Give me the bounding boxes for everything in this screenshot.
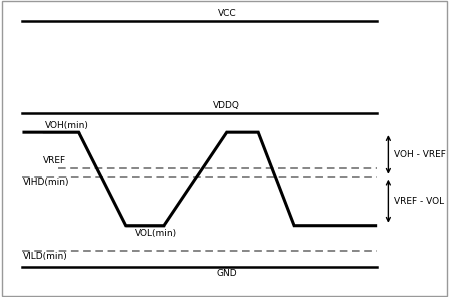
Text: VOL(min): VOL(min) bbox=[135, 229, 177, 238]
Text: VOH - VREF: VOH - VREF bbox=[394, 150, 446, 159]
Text: VREF: VREF bbox=[43, 157, 66, 165]
Text: VILD(min): VILD(min) bbox=[22, 252, 67, 261]
Text: VREF - VOL: VREF - VOL bbox=[394, 197, 444, 206]
Text: VCC: VCC bbox=[217, 10, 236, 18]
Text: VOH(min): VOH(min) bbox=[45, 121, 89, 130]
Text: VDDQ: VDDQ bbox=[213, 102, 240, 110]
Text: VIHD(min): VIHD(min) bbox=[22, 178, 69, 187]
Text: GND: GND bbox=[216, 269, 237, 278]
